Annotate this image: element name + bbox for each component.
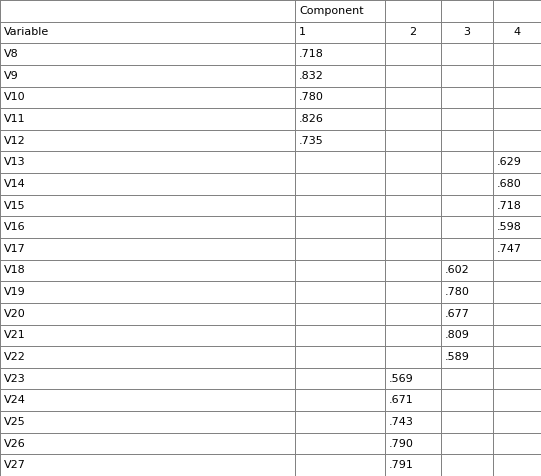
Text: V25: V25 bbox=[4, 417, 26, 427]
Text: V8: V8 bbox=[4, 49, 19, 59]
Text: .677: .677 bbox=[445, 309, 470, 319]
Text: V21: V21 bbox=[4, 330, 26, 340]
Text: V23: V23 bbox=[4, 374, 26, 384]
Text: .780: .780 bbox=[445, 287, 470, 297]
Text: .629: .629 bbox=[497, 157, 522, 167]
Text: 3: 3 bbox=[464, 28, 471, 38]
Text: .598: .598 bbox=[497, 222, 522, 232]
Text: .680: .680 bbox=[497, 179, 522, 189]
Text: Variable: Variable bbox=[4, 28, 49, 38]
Text: V19: V19 bbox=[4, 287, 26, 297]
Text: .790: .790 bbox=[389, 438, 414, 448]
Text: V22: V22 bbox=[4, 352, 26, 362]
Text: .809: .809 bbox=[445, 330, 470, 340]
Text: 1: 1 bbox=[299, 28, 306, 38]
Text: .791: .791 bbox=[389, 460, 414, 470]
Text: V11: V11 bbox=[4, 114, 25, 124]
Text: 2: 2 bbox=[410, 28, 417, 38]
Text: .718: .718 bbox=[497, 200, 522, 210]
Text: V20: V20 bbox=[4, 309, 26, 319]
Text: .602: .602 bbox=[445, 266, 470, 276]
Text: V15: V15 bbox=[4, 200, 25, 210]
Text: .569: .569 bbox=[389, 374, 414, 384]
Text: .832: .832 bbox=[299, 71, 324, 81]
Text: V18: V18 bbox=[4, 266, 26, 276]
Text: V13: V13 bbox=[4, 157, 25, 167]
Text: Component: Component bbox=[299, 6, 364, 16]
Text: V16: V16 bbox=[4, 222, 25, 232]
Text: V27: V27 bbox=[4, 460, 26, 470]
Text: .826: .826 bbox=[299, 114, 324, 124]
Text: V26: V26 bbox=[4, 438, 26, 448]
Text: V14: V14 bbox=[4, 179, 26, 189]
Text: .747: .747 bbox=[497, 244, 522, 254]
Text: .780: .780 bbox=[299, 92, 324, 102]
Text: .718: .718 bbox=[299, 49, 324, 59]
Text: V24: V24 bbox=[4, 395, 26, 405]
Text: .735: .735 bbox=[299, 136, 324, 146]
Text: V17: V17 bbox=[4, 244, 26, 254]
Text: .743: .743 bbox=[389, 417, 414, 427]
Text: 4: 4 bbox=[513, 28, 520, 38]
Text: V10: V10 bbox=[4, 92, 25, 102]
Text: .589: .589 bbox=[445, 352, 470, 362]
Text: .671: .671 bbox=[389, 395, 414, 405]
Text: V12: V12 bbox=[4, 136, 26, 146]
Text: V9: V9 bbox=[4, 71, 19, 81]
